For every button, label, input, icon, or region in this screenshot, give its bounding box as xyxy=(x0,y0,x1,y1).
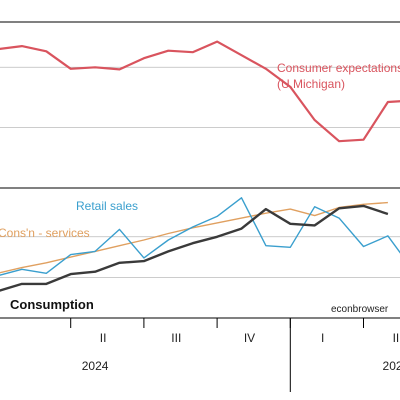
x-year-label: 2025 xyxy=(383,359,400,373)
consumption-services-line xyxy=(0,201,388,274)
x-tick-label: II xyxy=(393,331,400,345)
x-tick-label: II xyxy=(100,331,107,345)
gridlines xyxy=(0,66,400,278)
panel-frames xyxy=(0,21,400,319)
x-tick-label: IV xyxy=(244,331,255,345)
watermark: econbrowser xyxy=(331,304,389,315)
consumption-services-label: Cons'n - services xyxy=(0,226,90,240)
x-year-label: 2024 xyxy=(82,359,109,373)
x-tick-label: III xyxy=(171,331,181,345)
consumption-panel-label: Consumption xyxy=(10,297,94,312)
retail-sales-line xyxy=(0,197,400,276)
x-axis: IIIIIIVIIIIII20242025 xyxy=(70,318,400,392)
consumer-expectations-label-sub: (U.Michigan) xyxy=(277,77,345,91)
x-tick-label: I xyxy=(321,331,324,345)
series-lines xyxy=(0,40,400,292)
consumer-expectations-line xyxy=(0,40,400,143)
consumption-line xyxy=(0,204,389,292)
retail-sales-label: Retail sales xyxy=(76,199,138,213)
consumer-expectations-label: Consumer expectations xyxy=(277,61,400,75)
